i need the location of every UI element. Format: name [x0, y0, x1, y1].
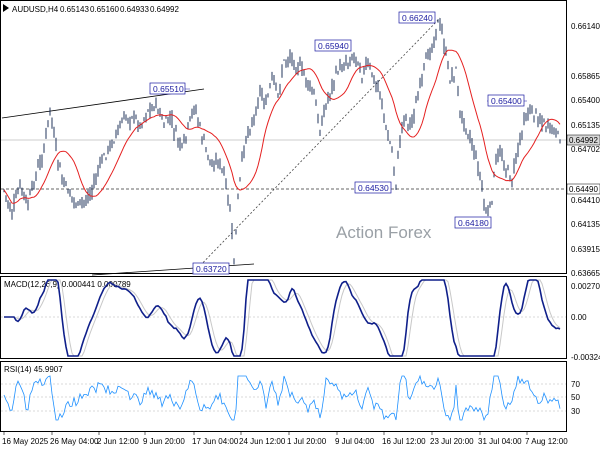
- time-x-axis: 16 May 2025 26 May 04:002 Jun 12:00 9 Jun …: [2, 432, 568, 446]
- rsi-panel-frame: [0, 361, 567, 432]
- x-tick-label: 16 Jul 12:00: [382, 437, 426, 446]
- x-tick-label: 24 Jun 12:00: [239, 437, 286, 446]
- macd-panel-frame: [0, 276, 567, 359]
- price-tick: 0.63665: [571, 269, 600, 278]
- price-label-text: 0.65510: [153, 84, 184, 94]
- support-level-tag: 0.64490: [1, 183, 600, 195]
- price-label-text: 0.64180: [458, 218, 489, 228]
- price-label-05940: 0.65940: [314, 39, 352, 52]
- watermark: Action Forex: [336, 223, 432, 242]
- x-tick-label: 9 Jul 04:00: [335, 437, 375, 446]
- rsi-tick: 30: [571, 407, 580, 416]
- macd-tick: 0.00: [571, 313, 587, 322]
- price-label-text: 0.63720: [196, 264, 227, 274]
- rsi-title: RSI(14) 45.9907: [4, 365, 63, 374]
- x-tick-label: 9 Jun 20:00: [143, 437, 185, 446]
- price-tick: 0.65135: [571, 121, 600, 130]
- price-label-04180: 0.64180: [454, 216, 492, 229]
- x-tick-label: 1 Jul 20:00: [287, 437, 327, 446]
- x-tick-label: 7 Aug 12:00: [525, 437, 568, 446]
- rsi-line: [3, 374, 561, 422]
- price-tick: 0.65865: [571, 72, 600, 81]
- price-tick: 0.64702: [571, 145, 600, 154]
- rising-dashed-line: [191, 17, 441, 275]
- x-tick-label: 16 May 2025: [2, 437, 49, 446]
- macd-title: MACD(12,26,9) 0.000441 0.000789: [4, 280, 131, 289]
- price-label-text: 0.66240: [402, 13, 433, 23]
- rsi-tick: 50: [571, 393, 580, 402]
- price-label-text: 0.65940: [318, 41, 349, 51]
- ohlc-close: 0.64992: [150, 5, 179, 14]
- moving-average-line: [3, 49, 561, 204]
- candlestick-series: [3, 18, 561, 265]
- ohlc-open: 0.65143: [60, 5, 89, 14]
- price-tick: 0.63915: [571, 245, 600, 254]
- symbol-label: AUDUSD,H4: [12, 5, 59, 14]
- rsi-y-axis: 70 50 30: [571, 380, 580, 416]
- macd-tick: 0.002702: [571, 282, 600, 291]
- price-label-text: 0.65400: [491, 96, 522, 106]
- price-y-axis: 0.66140 0.65865 0.65400 0.65135 0.64702 …: [571, 22, 600, 278]
- price-tick: 0.64410: [571, 196, 600, 205]
- ohlc-high: 0.65160: [90, 5, 119, 14]
- x-tick-label: 17 Jun 04:00: [192, 437, 239, 446]
- price-tick: 0.65400: [571, 96, 600, 105]
- price-panel-frame: [0, 0, 567, 274]
- x-tick-label: 23 Jul 20:00: [430, 437, 474, 446]
- price-label-03720: 0.63720: [192, 262, 230, 275]
- price-tick: 0.64135: [571, 220, 600, 229]
- rsi-tick: 70: [571, 380, 580, 389]
- macd-tick: -0.003241: [571, 353, 600, 362]
- price-label-06240: 0.66240: [398, 11, 436, 24]
- current-price-value: 0.64992: [569, 136, 598, 145]
- price-label-0551: 0.65510: [149, 82, 190, 95]
- price-title: AUDUSD,H4 0.65143 0.65160 0.64933 0.6499…: [3, 4, 179, 14]
- support-level-value: 0.64490: [569, 185, 598, 194]
- macd-y-axis: 0.002702 0.00 -0.003241: [571, 282, 600, 362]
- x-tick-label: 26 May 04:00: [50, 437, 99, 446]
- ohlc-low: 0.64933: [120, 5, 149, 14]
- x-tick-label: 31 Jul 04:00: [478, 437, 522, 446]
- price-label-text: 0.64530: [358, 183, 389, 193]
- x-tick-label: 2 Jun 12:00: [97, 437, 139, 446]
- price-label-04530: 0.64530: [354, 181, 392, 194]
- price-label-05400: 0.65400: [487, 94, 527, 107]
- macd-main-line: [4, 279, 561, 357]
- price-tick: 0.66140: [571, 22, 600, 31]
